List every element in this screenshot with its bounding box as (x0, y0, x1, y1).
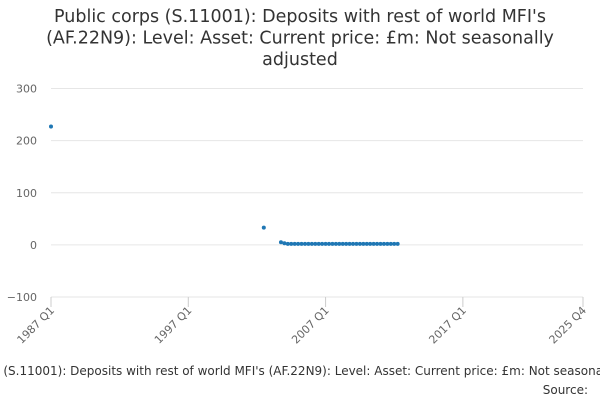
data-point (316, 241, 321, 246)
y-axis-ticks: 300 200 100 0 −100 (7, 83, 37, 305)
chart-title: Public corps (S.11001): Deposits with re… (46, 7, 554, 70)
data-point (388, 241, 393, 246)
data-point (385, 241, 390, 246)
footer-source: Source: (543, 383, 588, 397)
data-point (261, 225, 266, 230)
y-tick-label: 200 (16, 135, 37, 148)
data-point (306, 241, 311, 246)
y-tick-label: −100 (7, 291, 37, 304)
data-point (333, 241, 338, 246)
data-point (302, 241, 307, 246)
data-point (289, 241, 294, 246)
data-point (292, 241, 297, 246)
data-point (357, 241, 362, 246)
data-point (381, 241, 386, 246)
x-axis-ticks: 1987 Q1 1997 Q1 2007 Q1 2017 Q1 2025 Q4 (15, 297, 590, 347)
data-point (299, 241, 304, 246)
x-tick-label: 2007 Q1 (289, 304, 332, 347)
data-point (327, 241, 332, 246)
data-point (282, 241, 287, 246)
data-point (330, 241, 335, 246)
data-point (49, 124, 53, 129)
x-tick-label: 2017 Q1 (426, 304, 469, 347)
y-tick-label: 0 (30, 239, 37, 252)
y-tick-label: 300 (16, 83, 37, 96)
data-point (309, 241, 314, 246)
x-tick-label: 1997 Q1 (152, 304, 195, 347)
data-point (375, 241, 380, 246)
data-point (278, 240, 283, 245)
x-tick-label: 2025 Q4 (547, 304, 590, 347)
y-tick-label: 100 (16, 187, 37, 200)
data-points (49, 124, 400, 246)
data-point (395, 241, 400, 246)
data-point (378, 241, 383, 246)
data-point (364, 241, 369, 246)
data-point (337, 241, 342, 246)
chart-title-line: adjusted (262, 50, 338, 70)
data-point (361, 241, 366, 246)
data-point (340, 241, 345, 246)
data-point (344, 241, 349, 246)
x-tick-label: 1987 Q1 (15, 304, 58, 347)
data-point (296, 241, 301, 246)
chart-title-line: Public corps (S.11001): Deposits with re… (54, 7, 546, 27)
data-point (351, 241, 356, 246)
data-point (320, 241, 325, 246)
footer-caption: Public corps (S.11001): Deposits with re… (0, 364, 600, 378)
data-point (323, 241, 328, 246)
data-point (392, 241, 397, 246)
data-point (354, 241, 359, 246)
gridlines (51, 88, 583, 298)
chart-title-line: (AF.22N9): Level: Asset: Current price: … (46, 29, 554, 49)
data-point (368, 241, 373, 246)
data-point (313, 241, 318, 246)
data-point (285, 241, 290, 246)
data-point (371, 241, 376, 246)
data-point (347, 241, 352, 246)
